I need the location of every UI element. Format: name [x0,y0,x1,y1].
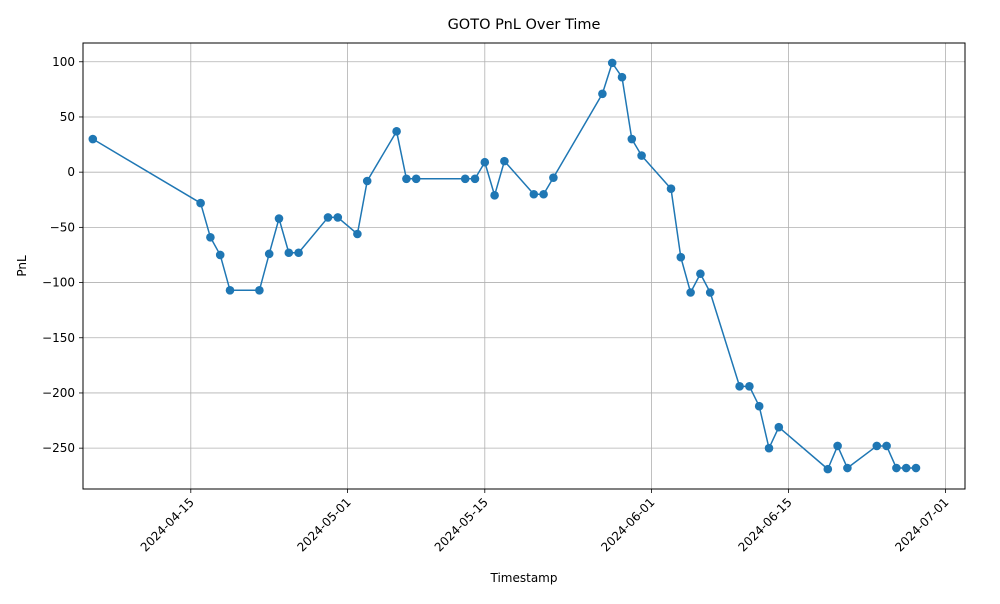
data-point [911,463,921,473]
data-point [607,58,617,68]
data-point [490,191,499,200]
data-point [539,189,548,199]
x-tick-label: 2024-05-01 [295,495,354,554]
data-point [617,72,627,82]
data-point [745,382,754,391]
data-point [764,443,774,453]
y-tick-label: 50 [60,110,75,124]
series-line [92,62,916,470]
data-point [901,463,911,473]
grid [83,43,965,489]
x-tick-label: 2024-06-15 [736,495,795,554]
data-point [696,269,705,279]
y-tick-label: −250 [42,441,75,455]
data-point [470,174,480,184]
data-point [215,250,225,260]
data-point [774,422,784,432]
x-tick-label: 2024-06-01 [598,495,657,554]
data-point [882,441,891,451]
data-point [705,288,715,297]
series-line-group [88,58,921,474]
data-point [196,198,205,208]
y-tick-label: 100 [52,55,75,69]
data-point [480,157,490,167]
data-point [323,213,333,222]
data-point [627,134,637,144]
data-point [402,174,411,184]
data-point [392,127,401,136]
data-point [353,229,362,239]
data-point [872,441,882,451]
data-point [294,248,303,258]
y-tick-label: −100 [42,276,75,290]
y-axis-title: PnL [15,255,29,277]
data-point [88,134,98,144]
data-point [823,464,833,474]
data-point [206,233,215,242]
data-point [549,173,558,182]
x-axis-title: Timestamp [490,571,558,585]
x-tick-label: 2024-04-15 [138,495,197,554]
data-point [284,248,294,258]
data-point [529,189,539,199]
plot-frame [82,42,966,490]
data-point [666,184,676,194]
data-point [833,441,842,451]
data-point [637,151,646,160]
data-point [892,463,901,473]
axis-ticks: 2024-04-15 2024-05-01 2024-05-15 2024-06-01… [42,55,951,555]
data-point [362,176,372,186]
x-tick-label: 2024-05-15 [432,495,491,554]
data-point [274,214,284,223]
y-tick-label: −50 [50,220,75,234]
data-point [225,285,235,295]
data-point [686,288,695,297]
chart-title: GOTO PnL Over Time [448,17,601,33]
y-tick-label: −150 [42,331,75,345]
x-tick-label: 2024-07-01 [892,495,951,554]
data-point [754,401,764,411]
data-point [676,252,686,262]
data-point [411,174,421,184]
y-tick-label: 0 [67,165,75,179]
data-point [333,213,343,222]
data-point [735,382,744,391]
data-point [460,174,470,184]
data-point [255,285,264,295]
y-tick-label: −200 [42,386,75,400]
data-point [500,156,509,166]
data-point [598,89,607,99]
data-point [843,463,852,473]
data-point [264,249,274,259]
